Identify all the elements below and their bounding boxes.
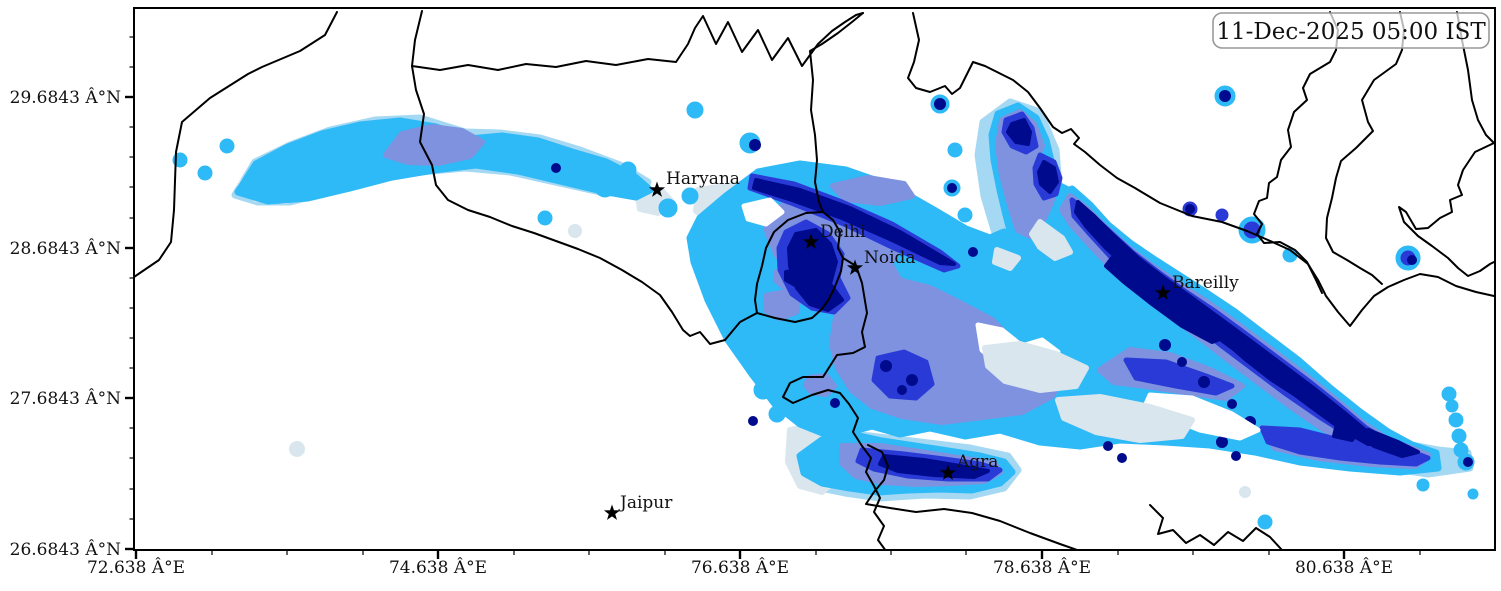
city-star-bareilly xyxy=(1154,284,1172,300)
fog-periwinkle-nw xyxy=(383,124,485,166)
city-star-agra xyxy=(939,464,957,480)
city-label-agra: Agra xyxy=(956,452,998,472)
x-axis-ticks: 72.638 Â°E 74.638 Â°E 76.638 Â°E 78.638 Â°E… xyxy=(87,550,1421,578)
boundary-north-ridge xyxy=(411,10,864,71)
fog-navy-delhi xyxy=(787,228,844,312)
boundary-south-squiggle xyxy=(1149,504,1283,550)
fog-gray-dot xyxy=(289,441,305,457)
boundary-west-diagonal xyxy=(134,11,338,278)
y-axis-ticks: 29.6843 Â°N 28.6843 Â°N 27.6843 Â°N 26.6843… xyxy=(10,36,134,560)
boundary-foothills xyxy=(907,12,1495,327)
fog-navy-nw-streak xyxy=(752,178,956,266)
x-tick-label: 72.638 Â°E xyxy=(87,557,185,578)
fog-navy-tongue2 xyxy=(1358,428,1420,458)
fog-navy-tongue3 xyxy=(1308,390,1356,428)
boundary-delhi-north-link xyxy=(809,12,864,161)
fog-navy-dots xyxy=(551,90,1473,467)
fog-navy-column2 xyxy=(1037,160,1059,194)
y-tick-label: 28.6843 Â°N xyxy=(10,238,121,259)
fog-royal-tongue xyxy=(1259,425,1431,467)
fog-gray-embedded xyxy=(982,341,1089,393)
fog-hole xyxy=(741,197,785,227)
boundary-right-corridor-2 xyxy=(1325,11,1405,285)
city-star-jaipur xyxy=(603,504,621,520)
y-tick-label: 26.6843 Â°N xyxy=(10,539,121,560)
timestamp-frame xyxy=(1212,12,1490,49)
city-star-delhi xyxy=(802,233,820,249)
fog-gray-dot xyxy=(1239,486,1251,498)
x-tick-label: 78.638 Â°E xyxy=(993,557,1091,578)
fog-navy-bulge2 xyxy=(1224,330,1316,400)
city-label-delhi: Delhi xyxy=(820,222,866,242)
fog-layer xyxy=(172,85,1479,530)
x-tick-label: 80.638 Â°E xyxy=(1295,557,1393,578)
boundary-agra-branch xyxy=(865,444,1081,550)
plot-frame xyxy=(133,7,1496,551)
city-label-jaipur: Jaipur xyxy=(618,493,673,513)
city-label-haryana: Haryana xyxy=(666,169,740,189)
city-label-noida: Noida xyxy=(864,248,916,268)
boundary-right-peninsula xyxy=(1398,142,1495,277)
fog-gray-embedded xyxy=(1055,394,1195,443)
y-tick-label: 29.6843 Â°N xyxy=(10,87,121,108)
fog-gray-embedded xyxy=(992,247,1021,271)
city-star-noida xyxy=(846,259,864,275)
city-markers: Haryana Delhi Noida Bareilly Agra Jaipur xyxy=(603,169,1239,520)
fog-navy-sdelhi xyxy=(784,268,808,288)
fog-navy-tongue1 xyxy=(1332,426,1358,442)
boundary-yamuna xyxy=(782,257,887,550)
fog-gray-embedded xyxy=(1029,219,1073,261)
city-star-haryana xyxy=(648,181,666,197)
city-label-bareilly: Bareilly xyxy=(1172,273,1239,293)
timestamp-box: 11-Dec-2025 05:00 IST xyxy=(1212,12,1490,49)
fog-navy-bareilly-bulge xyxy=(1104,256,1230,344)
boundary-right-corridor-1 xyxy=(1253,11,1339,294)
x-tick-label: 76.638 Â°E xyxy=(691,557,789,578)
fog-navy-agra xyxy=(878,454,990,479)
fog-periwinkle-haryana xyxy=(830,175,915,206)
fog-royal-dot xyxy=(1215,208,1229,222)
y-tick-label: 27.6843 Â°N xyxy=(10,388,121,409)
timestamp-label: 11-Dec-2025 05:00 IST xyxy=(1216,19,1486,45)
state-boundaries xyxy=(134,10,1495,550)
fog-periwinkle-sdelhi2 xyxy=(763,289,801,321)
fog-gray-dot xyxy=(568,224,582,238)
x-tick-label: 74.638 Â°E xyxy=(389,557,487,578)
boundary-haryana-southeast xyxy=(411,65,758,345)
fog-navy-column1 xyxy=(1006,118,1032,146)
